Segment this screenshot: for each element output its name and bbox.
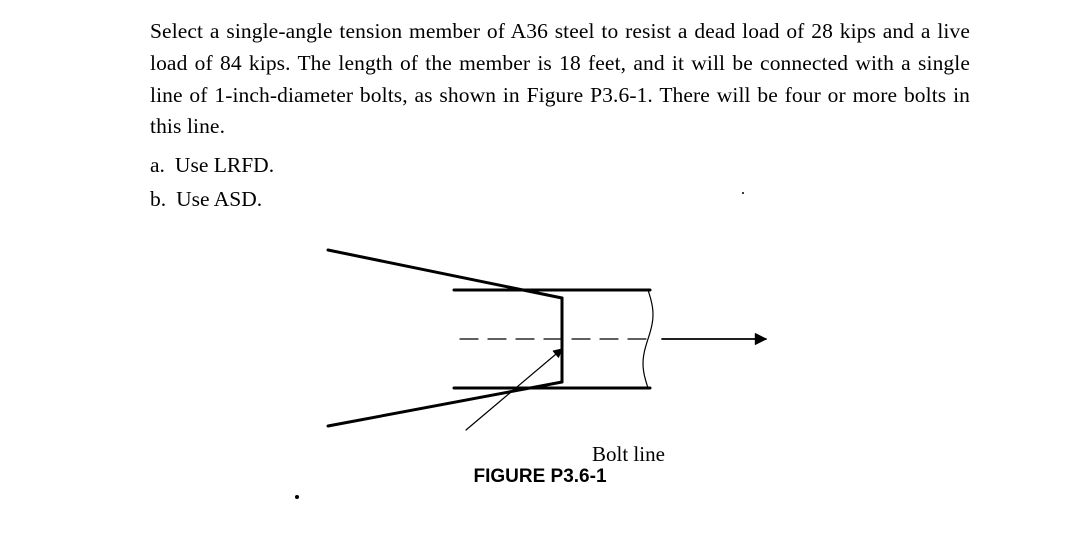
stray-dot: [295, 495, 299, 499]
part-marker: b.: [150, 183, 166, 216]
page: Select a single-angle tension member of …: [0, 0, 1080, 540]
bolt-line-label: Bolt line: [592, 442, 665, 467]
problem-parts: a. Use LRFD. b. Use ASD.: [150, 149, 970, 216]
part-a: a. Use LRFD.: [150, 149, 970, 182]
speck: [742, 192, 744, 194]
figure-svg: [310, 230, 770, 460]
part-text: Use LRFD.: [175, 149, 274, 182]
problem-statement: Select a single-angle tension member of …: [150, 16, 970, 143]
part-text: Use ASD.: [176, 183, 262, 216]
figure-caption: FIGURE P3.6-1: [0, 466, 1080, 488]
part-marker: a.: [150, 149, 165, 182]
part-b: b. Use ASD.: [150, 183, 970, 216]
figure: FIGURE P3.6-1: [0, 230, 1080, 488]
